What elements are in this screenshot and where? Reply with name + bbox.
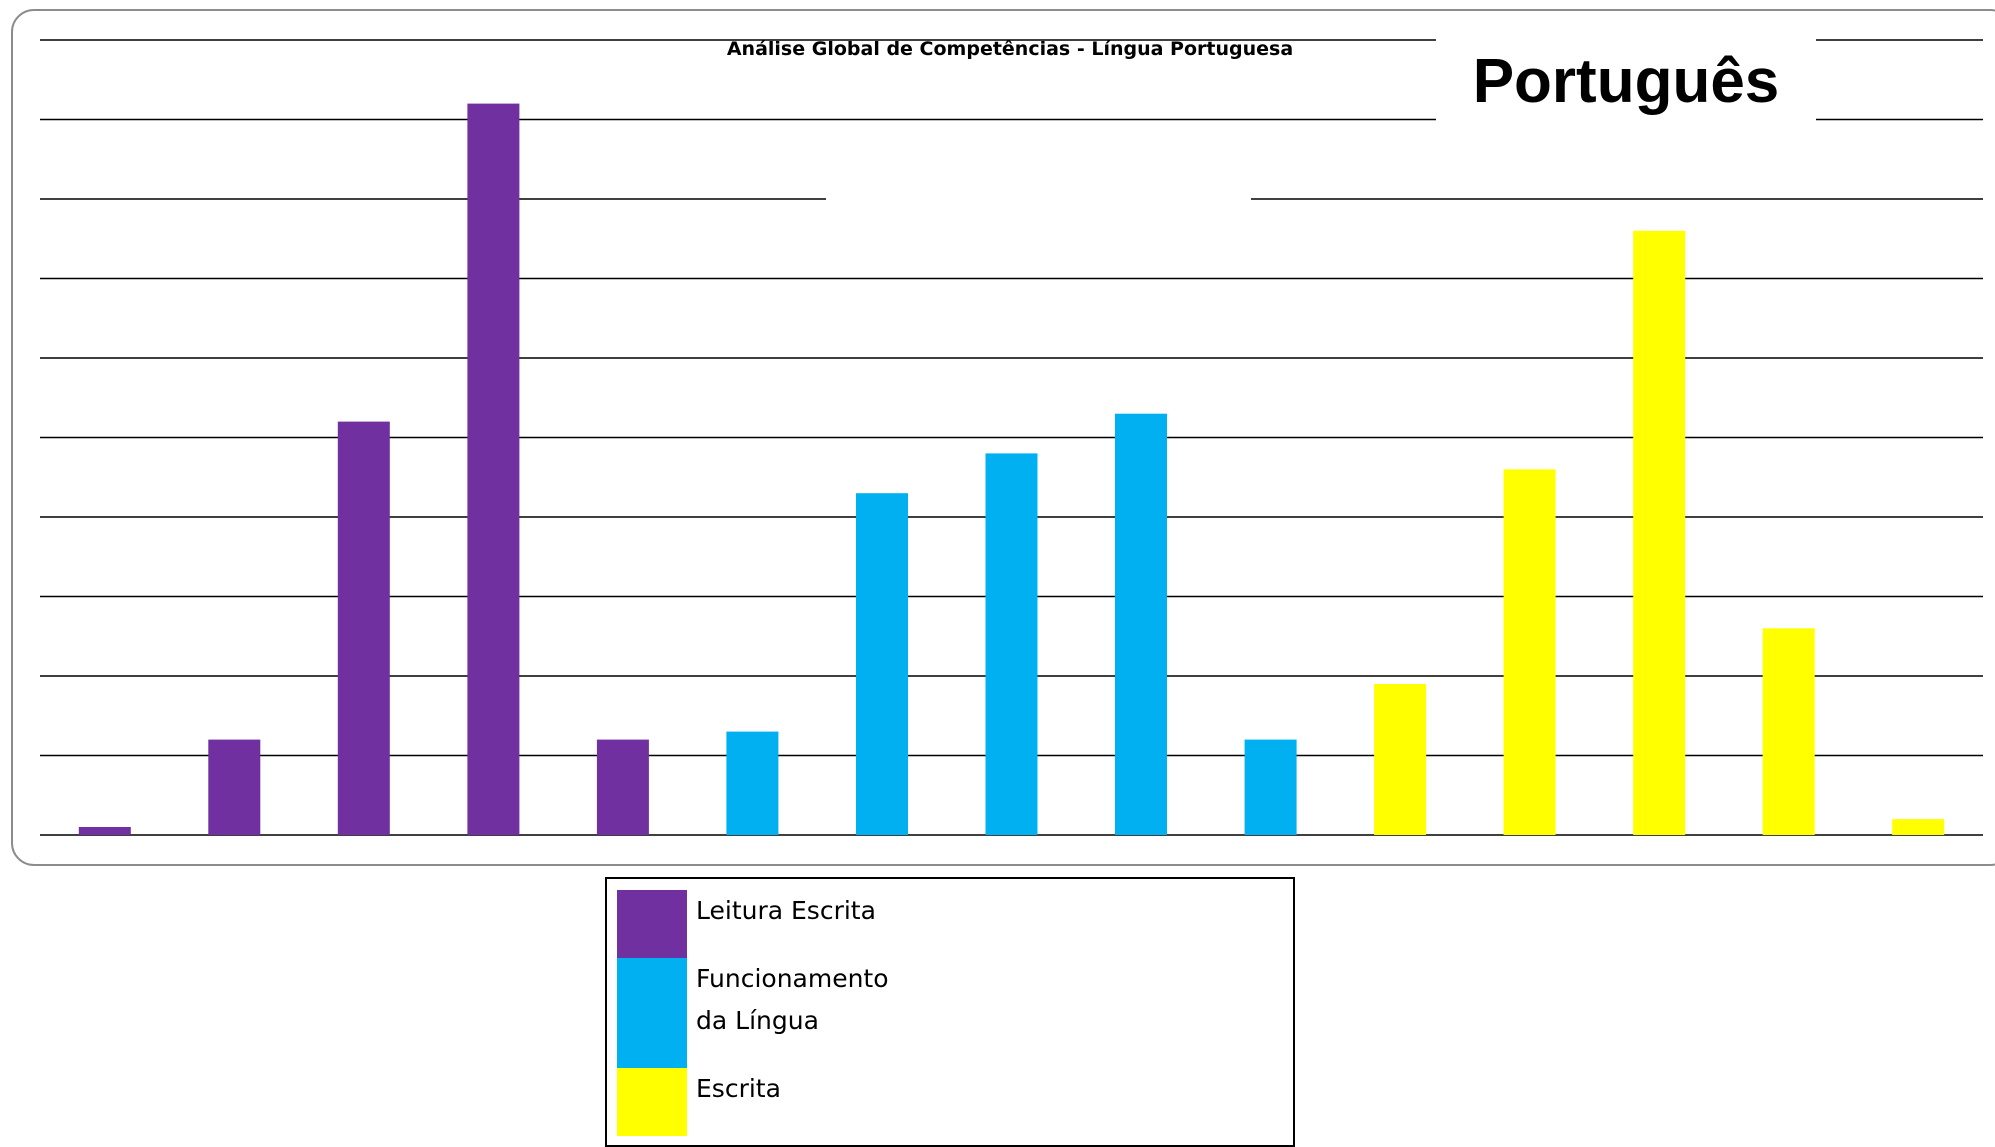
- bar-series0-3: [467, 103, 520, 836]
- badge-background: [1436, 20, 1816, 128]
- bar-series2-3: [1762, 628, 1815, 835]
- bar-series2-2: [1633, 230, 1686, 836]
- legend-label-leitura-escrita: Leitura Escrita: [696, 896, 876, 925]
- bar-series1-2: [985, 453, 1038, 835]
- legend-swatch-escrita: [617, 1068, 687, 1136]
- bar-series0-2: [337, 421, 390, 835]
- chart-title: Análise Global de Competências - Língua …: [727, 38, 1293, 60]
- bar-series2-1: [1503, 469, 1556, 835]
- bar-series1-0: [726, 731, 779, 835]
- bars: [78, 103, 1945, 836]
- bar-series0-1: [208, 739, 261, 835]
- legend-label-escrita: Escrita: [696, 1074, 781, 1103]
- bar-series1-1: [856, 493, 908, 835]
- bar-series2-0: [1374, 684, 1427, 835]
- legend: Leitura Escrita Funcionamento da Língua …: [605, 877, 1295, 1147]
- subject-label: Português: [1473, 47, 1780, 116]
- bar-series1-4: [1244, 739, 1297, 835]
- legend-swatch-funcionamento-da-lingua: [617, 958, 687, 1068]
- bar-series0-4: [596, 739, 649, 835]
- legend-swatch-leitura-escrita: [617, 890, 687, 958]
- bar-series1-3: [1115, 413, 1167, 835]
- bar-series2-4: [1892, 819, 1945, 835]
- legend-label-funcionamento-da-lingua: Funcionamento da Língua: [696, 964, 889, 1035]
- bar-series0-0: [78, 827, 131, 835]
